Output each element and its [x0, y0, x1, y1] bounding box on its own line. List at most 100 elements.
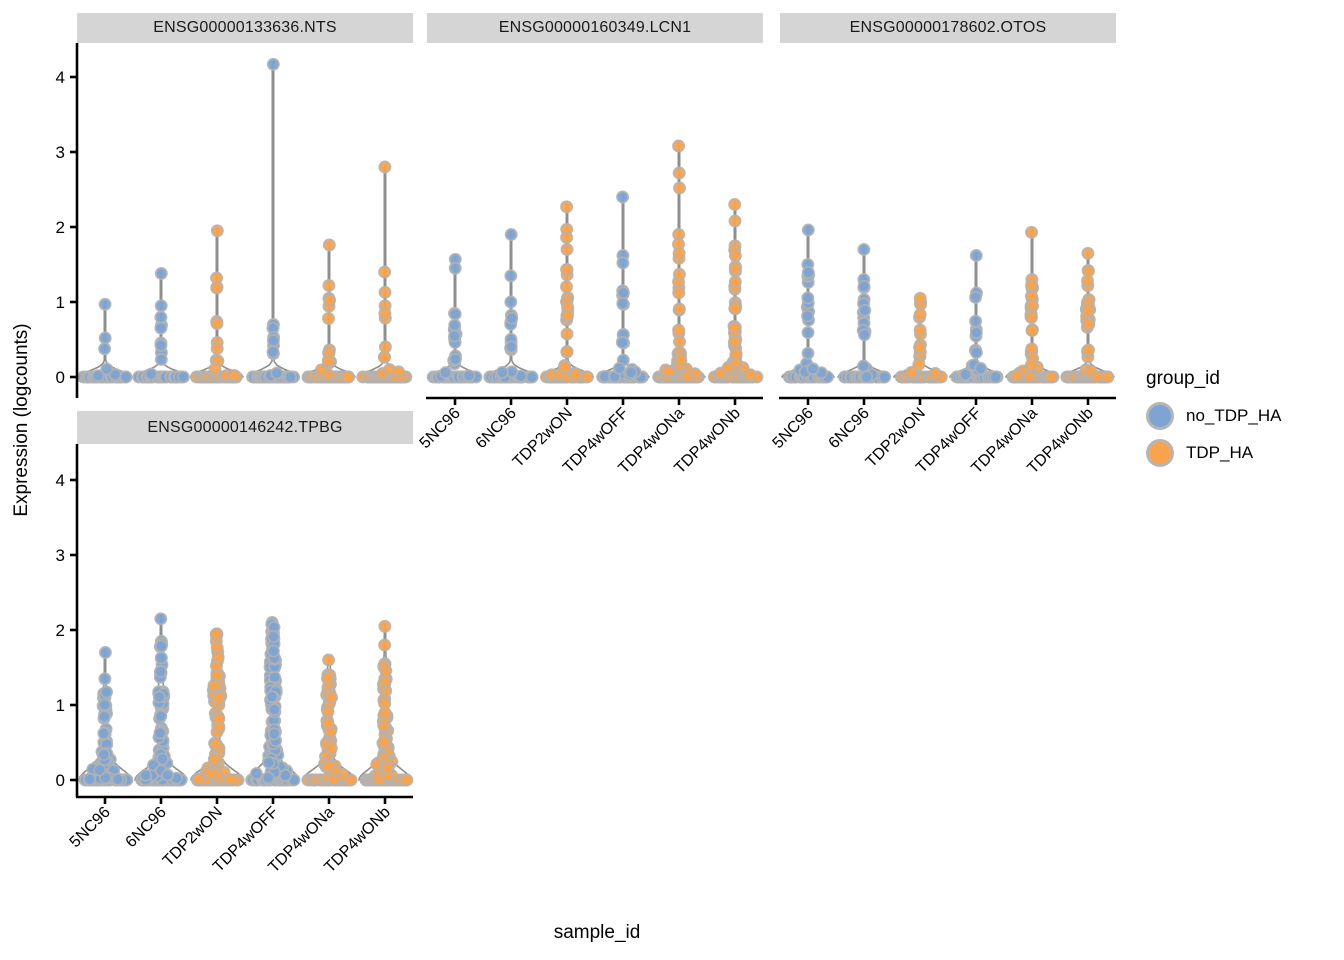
data-point: [154, 612, 168, 626]
data-point: [327, 773, 341, 786]
facet-title: ENSG00000146242.TPBG: [147, 418, 343, 436]
data-point: [959, 368, 973, 381]
data-point: [155, 752, 169, 766]
data-point: [525, 370, 539, 384]
data-point: [727, 335, 741, 349]
data-point: [728, 198, 742, 211]
facet-title: ENSG00000133636.NTS: [153, 19, 337, 36]
data-point: [504, 269, 518, 283]
data-point: [505, 311, 519, 325]
data-point: [969, 326, 983, 340]
data-point: [400, 773, 414, 787]
data-point: [322, 311, 335, 325]
data-point: [207, 679, 221, 693]
data-point: [209, 737, 223, 751]
x-tick-label: 5NC96: [770, 405, 817, 452]
data-point: [379, 664, 393, 678]
data-point: [448, 318, 462, 332]
data-point: [580, 370, 594, 384]
data-point: [154, 639, 168, 653]
legend-item-no-tdp-ha: no_TDP_HA: [1146, 402, 1281, 430]
data-point: [616, 256, 630, 270]
data-point: [969, 249, 983, 262]
data-point: [969, 290, 982, 304]
data-point: [1081, 304, 1095, 317]
data-point: [857, 243, 871, 256]
legend-item-label: TDP_HA: [1186, 443, 1254, 462]
data-point: [341, 370, 355, 384]
violin-TDP2wON: [189, 224, 244, 384]
data-point: [1082, 343, 1095, 357]
data-point: [207, 752, 221, 766]
data-point: [448, 261, 462, 275]
legend-title: group_id: [1146, 368, 1220, 389]
data-point: [378, 160, 392, 174]
data-point: [989, 370, 1003, 384]
data-point: [860, 370, 874, 384]
facet-strip-tpbg: ENSG00000146242.TPBG: [77, 411, 413, 444]
y-tick-label: 4: [56, 68, 65, 87]
data-point: [462, 369, 476, 383]
data-point: [680, 369, 694, 383]
data-point: [267, 727, 281, 741]
violin-TDP4wONa: [301, 653, 358, 787]
data-point: [154, 267, 168, 280]
data-point: [154, 299, 168, 313]
data-point: [266, 57, 280, 71]
data-point: [504, 228, 518, 241]
data-point: [448, 307, 462, 321]
data-point: [1025, 225, 1038, 239]
y-axis-title: Expression (logcounts): [11, 323, 32, 517]
data-point: [495, 365, 509, 379]
violin-TDP4wONb: [356, 160, 413, 384]
data-point: [321, 759, 335, 773]
data-point: [322, 279, 336, 292]
y-tick-label: 0: [56, 368, 65, 387]
data-point: [624, 365, 638, 379]
data-point: [392, 365, 406, 379]
x-tick-label: 5NC96: [417, 405, 464, 452]
data-point: [91, 369, 105, 383]
data-point: [560, 200, 574, 214]
violin-TDP4wOFF: [949, 249, 1004, 384]
violin-TDP4wONa: [652, 139, 706, 384]
data-point: [210, 317, 224, 331]
data-point: [673, 181, 686, 195]
violin-6NC96: [837, 243, 892, 384]
data-point: [801, 291, 815, 305]
data-point: [378, 350, 391, 364]
data-point: [728, 275, 742, 289]
data-point: [98, 698, 112, 712]
x-tick-label: 6NC96: [826, 405, 873, 452]
data-point: [83, 772, 97, 786]
data-point: [728, 214, 742, 228]
data-point: [98, 342, 112, 356]
data-point: [192, 772, 206, 786]
data-point: [152, 690, 166, 704]
violin-TDP4wONb: [358, 619, 414, 787]
data-point: [504, 340, 518, 354]
legend-item-tdp-ha: TDP_HA: [1146, 439, 1281, 467]
data-point: [154, 353, 168, 366]
data-point: [672, 302, 686, 316]
data-point: [111, 772, 125, 786]
data-point: [378, 285, 392, 299]
data-point: [377, 735, 391, 749]
data-point: [969, 346, 983, 359]
data-point: [154, 338, 168, 352]
data-point: [1044, 370, 1058, 384]
data-point: [729, 347, 743, 361]
data-point: [144, 367, 158, 381]
facet-title: ENSG00000178602.OTOS: [849, 19, 1047, 36]
x-axis-title: sample_id: [553, 922, 641, 943]
data-point: [322, 653, 336, 667]
facet-panel-lcn1: 5NC96 6NC96TDP2wONTDP4wOFFTDP4wONaTDP4wON…: [417, 139, 764, 477]
y-tick-label: 0: [56, 771, 65, 790]
data-point: [97, 726, 111, 740]
data-point: [1010, 369, 1024, 383]
data-point: [806, 362, 820, 376]
data-point: [154, 651, 168, 665]
data-point: [266, 644, 280, 658]
data-point: [801, 326, 815, 340]
